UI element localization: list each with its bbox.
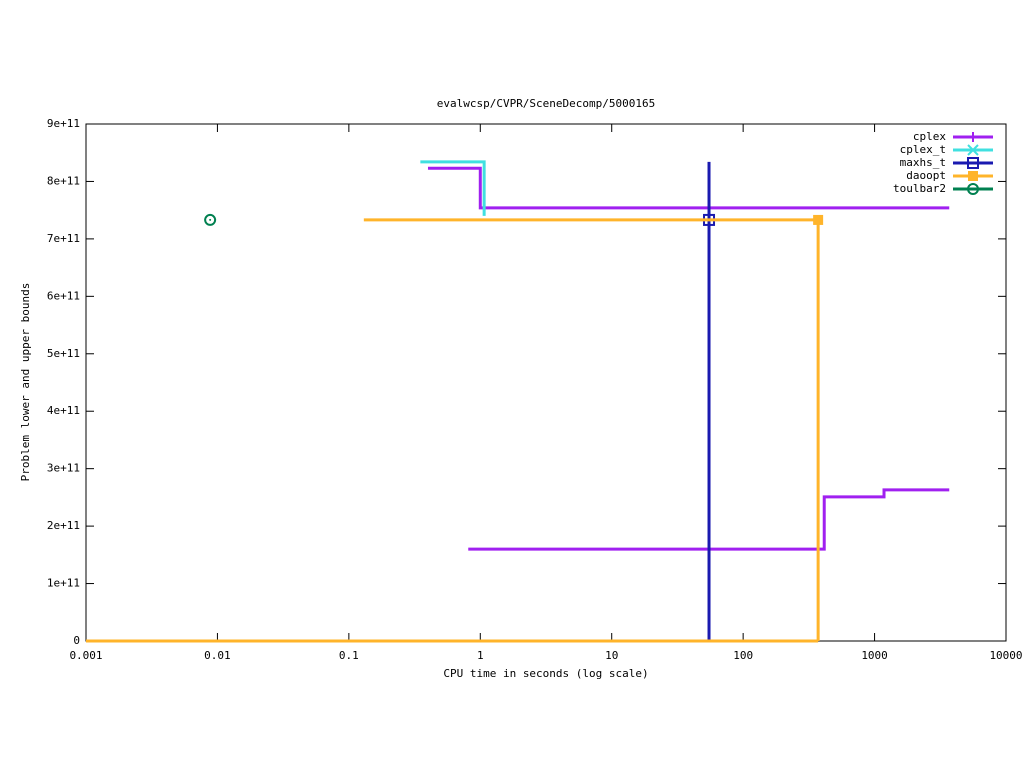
y-axis-label: Problem lower and upper bounds	[19, 283, 32, 482]
y-tick-label: 3e+11	[47, 462, 80, 475]
marker	[967, 157, 979, 169]
plot-frame	[85, 123, 1007, 642]
x-tick-label: 100	[733, 649, 753, 662]
marker-shape	[813, 214, 824, 225]
legend-label: cplex_t	[900, 143, 946, 156]
marker	[968, 132, 978, 142]
legend-label: cplex	[913, 130, 946, 143]
x-axis-label: CPU time in seconds (log scale)	[443, 667, 648, 680]
marker	[967, 144, 979, 156]
y-tick-label: 1e+11	[47, 577, 80, 590]
x-tick-label: 0.01	[204, 649, 231, 662]
y-tick-label: 9e+11	[47, 117, 80, 130]
x-tick-label: 0.001	[69, 649, 102, 662]
marker-shape	[968, 132, 978, 142]
marker	[968, 171, 978, 181]
x-tick-label: 1	[477, 649, 484, 662]
legend-label: daoopt	[906, 169, 946, 182]
marker-shape	[967, 183, 979, 195]
y-tick-label: 7e+11	[47, 232, 80, 245]
x-tick-label: 0.1	[339, 649, 359, 662]
legend-label: maxhs_t	[900, 156, 946, 169]
x-tick-label: 10000	[989, 649, 1022, 662]
legend-label: toulbar2	[893, 182, 946, 195]
y-tick-label: 6e+11	[47, 289, 80, 302]
marker-shape	[968, 171, 978, 181]
marker-shape	[967, 157, 979, 169]
y-tick-label: 4e+11	[47, 404, 80, 417]
y-tick-label: 8e+11	[47, 174, 80, 187]
marker	[204, 213, 217, 226]
marker	[813, 214, 824, 225]
marker-shape	[209, 218, 212, 221]
marker-shape	[972, 188, 974, 190]
marker	[967, 183, 979, 195]
chart-title: evalwcsp/CVPR/SceneDecomp/5000165	[437, 97, 656, 110]
x-tick-label: 1000	[861, 649, 888, 662]
y-tick-label: 5e+11	[47, 347, 80, 360]
marker-shape	[967, 144, 979, 156]
series-line	[420, 160, 486, 216]
y-tick-label: 2e+11	[47, 519, 80, 532]
series-line	[427, 166, 950, 551]
marker-shape	[204, 213, 217, 226]
x-tick-label: 10	[605, 649, 618, 662]
y-tick-label: 0	[73, 634, 80, 647]
